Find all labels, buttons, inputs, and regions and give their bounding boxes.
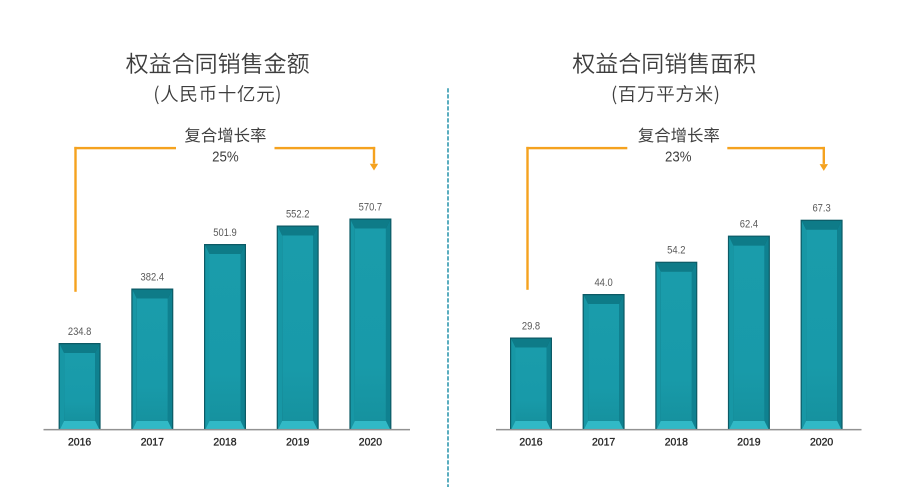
svg-text:54.2: 54.2 [667, 245, 685, 257]
svg-text:234.8: 234.8 [68, 326, 92, 338]
svg-text:23%: 23% [665, 149, 692, 166]
svg-text:2018: 2018 [665, 437, 688, 449]
svg-text:382.4: 382.4 [141, 271, 165, 283]
svg-text:25%: 25% [212, 149, 239, 166]
svg-text:2016: 2016 [68, 437, 91, 449]
svg-text:2020: 2020 [810, 437, 833, 449]
svg-text:67.3: 67.3 [812, 203, 830, 215]
svg-text:2020: 2020 [359, 437, 382, 449]
svg-text:29.8: 29.8 [522, 320, 540, 332]
svg-text:2017: 2017 [592, 437, 615, 449]
svg-text:501.9: 501.9 [213, 227, 237, 239]
svg-text:552.2: 552.2 [286, 208, 310, 220]
svg-text:570.7: 570.7 [359, 201, 383, 213]
svg-text:2017: 2017 [141, 437, 164, 449]
svg-text:2016: 2016 [519, 437, 542, 449]
svg-text:2019: 2019 [737, 437, 760, 449]
svg-text:2018: 2018 [213, 437, 236, 449]
svg-text:62.4: 62.4 [740, 218, 758, 230]
svg-text:44.0: 44.0 [594, 277, 612, 289]
svg-text:2019: 2019 [286, 437, 309, 449]
